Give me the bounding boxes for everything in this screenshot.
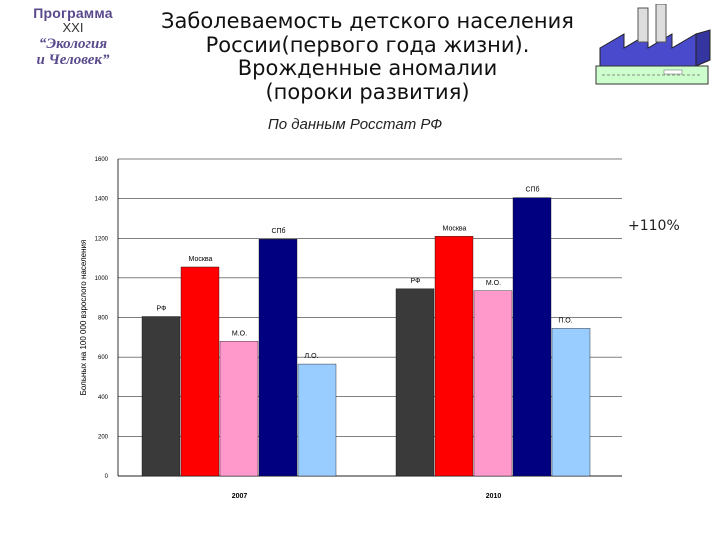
x-category-label: 2010 <box>486 493 502 500</box>
y-tick-label: 600 <box>98 355 109 361</box>
title-line-4: (пороки развития) <box>265 79 470 104</box>
data-source-note: По данным Росстат РФ <box>267 116 443 133</box>
bar-label: Москва <box>443 225 467 232</box>
y-tick-label: 400 <box>98 395 109 401</box>
bar-0-3 <box>258 239 298 477</box>
bar-0-1 <box>180 266 220 477</box>
bar-0-2 <box>219 341 259 477</box>
y-tick-label: 1000 <box>95 276 109 282</box>
y-tick-label: 0 <box>105 474 109 480</box>
factory-icon <box>595 4 711 85</box>
y-axis-label: Больных на 100 000 взрослого населения <box>79 240 88 396</box>
bar-label: Л.О. <box>305 353 319 360</box>
y-tick-label: 1400 <box>95 197 109 203</box>
bar-1-3 <box>512 197 552 477</box>
title-line-2: России(первого года жизни). <box>205 32 530 57</box>
logo-line-1: Программа <box>33 5 113 21</box>
logo-line-4: и Человек” <box>36 52 110 69</box>
bar-1-1 <box>434 236 474 477</box>
logo-line-3: “Экология <box>38 35 108 52</box>
bar-0-4 <box>297 363 337 477</box>
title-line-1: Заболеваемость детского населения <box>161 9 574 33</box>
bar-label: Москва <box>189 256 213 263</box>
y-tick-label: 1200 <box>95 236 109 242</box>
title-line-3: Врожденные аномалии <box>237 56 498 81</box>
bar-1-4 <box>551 328 591 477</box>
bar-label: СПб <box>271 227 285 235</box>
bar-label: М.О. <box>486 280 501 287</box>
bar-label: РФ <box>411 278 421 285</box>
growth-label: +110% <box>628 218 680 234</box>
program-logo: Программа XXI “Экология и Человек” <box>8 5 138 69</box>
y-tick-label: 200 <box>98 434 109 440</box>
y-tick-label: 800 <box>98 316 109 322</box>
bar-1-0 <box>395 288 435 477</box>
logo-line-2: XXI <box>62 20 84 36</box>
bar-label: РФ <box>157 306 167 313</box>
bar-chart: 0 200 400 600 800 1000 1200 1400 1600 Больных на … <box>79 157 622 500</box>
y-tick-label: 1600 <box>95 157 109 163</box>
slide-title: Заболеваемость детского населения России… <box>140 9 595 104</box>
bar-label: М.О. <box>232 330 247 337</box>
bar-label: СПб <box>525 186 539 194</box>
x-category-label: 2007 <box>232 493 248 500</box>
bar-label: П.О. <box>558 317 572 324</box>
bar-0-0 <box>141 316 181 477</box>
bar-1-2 <box>473 290 513 477</box>
